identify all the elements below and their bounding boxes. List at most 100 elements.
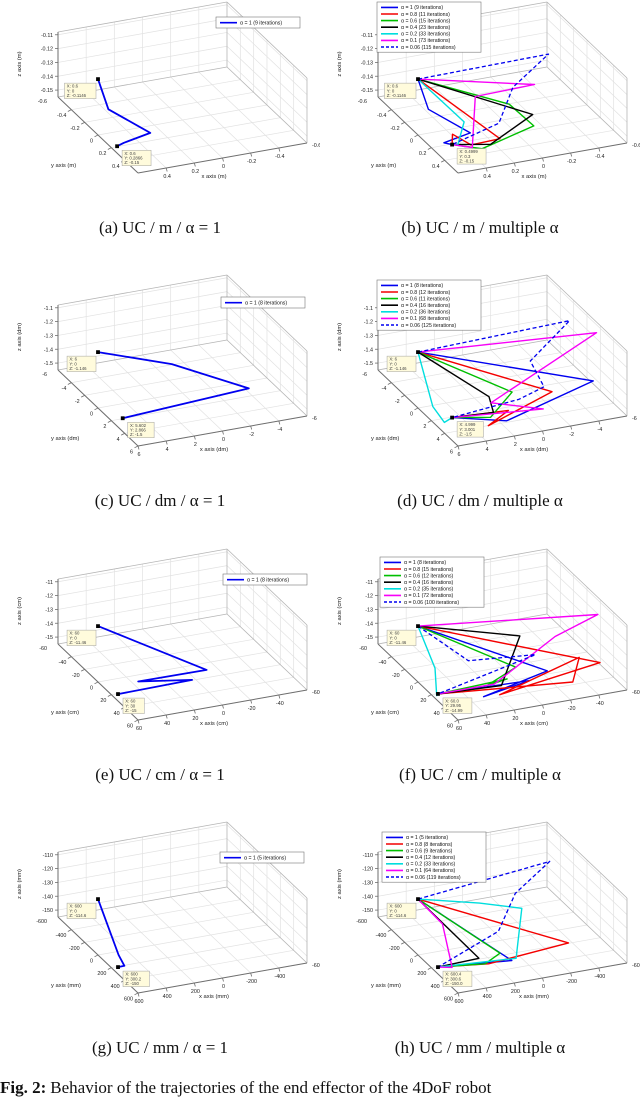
svg-text:X: 600.4: X: 600.4	[445, 972, 462, 977]
trajectory-endpoint-marker	[416, 350, 420, 355]
tick-labels: -110 -120 -130 -140 -150 -400 -200 0 200 400 600 60…	[356, 853, 640, 1005]
svg-text:y axis (m): y axis (m)	[51, 163, 76, 169]
svg-text:0: 0	[410, 139, 413, 145]
svg-text:-130: -130	[42, 880, 53, 886]
svg-text:-200: -200	[69, 946, 80, 952]
trajectory-endpoint-marker	[436, 692, 440, 696]
svg-text:-0.14: -0.14	[41, 74, 53, 80]
trajectory-endpoint-marker	[416, 77, 420, 82]
svg-text:Z: -150.0: Z: -150.0	[445, 981, 463, 986]
svg-text:400: 400	[163, 994, 172, 1000]
series-line	[417, 78, 536, 149]
svg-text:z axis (m): z axis (m)	[17, 51, 23, 76]
trajectory-endpoint-marker	[450, 142, 454, 147]
svg-text:-11: -11	[366, 580, 373, 586]
svg-text:Z: -0.15: Z: -0.15	[124, 160, 139, 165]
svg-text:y axis (mm): y axis (mm)	[51, 983, 81, 989]
svg-text:-13: -13	[365, 607, 373, 613]
trajectory-series	[417, 53, 550, 150]
svg-text:α = 0.06 (115 iterations): α = 0.06 (115 iterations)	[401, 45, 456, 51]
svg-text:α = 1 (8 iterations): α = 1 (8 iterations)	[247, 578, 289, 584]
datatip-box	[456, 148, 487, 165]
svg-text:600: 600	[124, 997, 133, 1003]
plot-panel-g: -110 -120 -130 -140 -150 -400 -200 0 200 400 600 60…	[17, 821, 320, 1005]
svg-text:-20: -20	[392, 673, 400, 679]
svg-text:X: 6: X: 6	[69, 357, 77, 362]
svg-text:X: 60: X: 60	[125, 699, 136, 704]
svg-text:-40: -40	[59, 660, 67, 666]
svg-text:200: 200	[417, 971, 426, 977]
series-line	[417, 898, 501, 968]
svg-text:-6: -6	[362, 372, 367, 378]
subcaption-b: (b) UC / m / multiple α	[401, 218, 559, 237]
datatip-box	[386, 902, 417, 919]
svg-text:α = 0.1 (64 iterations): α = 0.1 (64 iterations)	[406, 868, 456, 874]
svg-text:X: 0.6: X: 0.6	[387, 84, 399, 89]
svg-text:x axis (m): x axis (m)	[521, 174, 546, 180]
svg-text:60: 60	[447, 724, 453, 730]
tick-labels: -0.11 -0.12 -0.13 -0.14 -0.15 -0.4 -0.2 0 0.2 0.4…	[38, 33, 320, 180]
trajectory-series	[417, 860, 570, 969]
series-line	[417, 898, 453, 969]
datatip-box	[386, 629, 417, 646]
svg-text:-20: -20	[248, 706, 256, 712]
tick-labels: -11 -12 -13 -14 -15 -40 -20 0 20 40 60 60 40 20 0 -20 -4…	[359, 580, 640, 732]
svg-text:0.2: 0.2	[99, 151, 107, 157]
svg-text:40: 40	[114, 711, 120, 717]
svg-text:4: 4	[166, 447, 169, 453]
svg-text:z axis (cm): z axis (cm)	[337, 597, 343, 625]
svg-text:-1.3: -1.3	[44, 333, 53, 339]
subcaption-e: (e) UC / cm / α = 1	[95, 765, 225, 784]
subcaption-f: (f) UC / cm / multiple α	[399, 765, 561, 784]
svg-text:20: 20	[420, 698, 426, 704]
svg-text:α = 0.6 (15 iterations): α = 0.6 (15 iterations)	[401, 18, 451, 24]
svg-text:-6: -6	[42, 372, 47, 378]
svg-text:X: 5.602: X: 5.602	[130, 423, 147, 428]
svg-text:Y: 2.866: Y: 2.866	[130, 428, 146, 433]
svg-text:-1.2: -1.2	[44, 320, 53, 326]
svg-text:-110: -110	[43, 853, 53, 859]
trajectory-series	[97, 78, 152, 148]
legend: α = 1 (9 iterations)α = 0.8 (11 iteratio…	[376, 1, 482, 53]
subcaption-c: (c) UC / dm / α = 1	[94, 491, 226, 510]
figure-caption-prefix: Fig. 2:	[0, 1078, 47, 1097]
plot-panel-c: -1.1 -1.2 -1.3 -1.4 -1.5 -4 -2 0 2 4 6 6 4 2 0 -2 -4 -6 -6…	[17, 274, 317, 458]
svg-text:x axis (mm): x axis (mm)	[199, 994, 229, 1000]
svg-text:α = 0.1 (72 iterations): α = 0.1 (72 iterations)	[404, 593, 454, 599]
svg-text:2: 2	[423, 424, 426, 430]
svg-text:600: 600	[135, 999, 144, 1005]
series-line	[97, 898, 126, 968]
datatip-box	[66, 629, 97, 646]
svg-text:α = 0.8 (15 iterations): α = 0.8 (15 iterations)	[404, 567, 454, 573]
svg-text:6: 6	[130, 450, 133, 456]
svg-text:-600: -600	[356, 919, 367, 925]
svg-text:-4: -4	[277, 427, 282, 433]
svg-text:x axis (cm): x axis (cm)	[520, 721, 548, 727]
svg-text:-2: -2	[395, 399, 400, 405]
axis-titles: z axis (mm) y axis (mm) x axis (mm)	[337, 869, 549, 1000]
svg-text:Z: -0.1146: Z: -0.1146	[67, 93, 87, 98]
svg-text:-0.2: -0.2	[390, 126, 399, 132]
series-line	[417, 613, 599, 695]
svg-text:-11: -11	[46, 580, 53, 586]
series-line	[97, 351, 250, 420]
svg-text:y axis (mm): y axis (mm)	[371, 983, 401, 989]
svg-text:Z: -1.5: Z: -1.5	[130, 432, 143, 437]
datatip-box	[442, 697, 473, 714]
svg-text:-0.13: -0.13	[41, 60, 53, 66]
svg-text:60: 60	[456, 726, 462, 732]
datatip-box	[122, 697, 145, 714]
svg-text:Z: -0.1146: Z: -0.1146	[387, 93, 407, 98]
plot-panel-b: -0.11 -0.12 -0.13 -0.14 -0.15 -0.4 -0.2 0 0.2 0.4…	[337, 1, 640, 180]
svg-text:2: 2	[194, 442, 197, 448]
svg-text:-12: -12	[365, 594, 373, 600]
svg-text:-0.6: -0.6	[312, 143, 320, 149]
axis-titles: z axis (dm) y axis (dm) x axis (dm)	[337, 323, 548, 453]
svg-text:Z: -1.146: Z: -1.146	[389, 366, 407, 371]
svg-text:-6: -6	[312, 416, 317, 422]
svg-text:-2: -2	[249, 432, 254, 438]
trajectory-endpoint-marker	[416, 897, 420, 902]
svg-text:α = 0.4 (23 iterations): α = 0.4 (23 iterations)	[401, 25, 451, 31]
legend: α = 1 (9 iterations)	[215, 16, 301, 29]
